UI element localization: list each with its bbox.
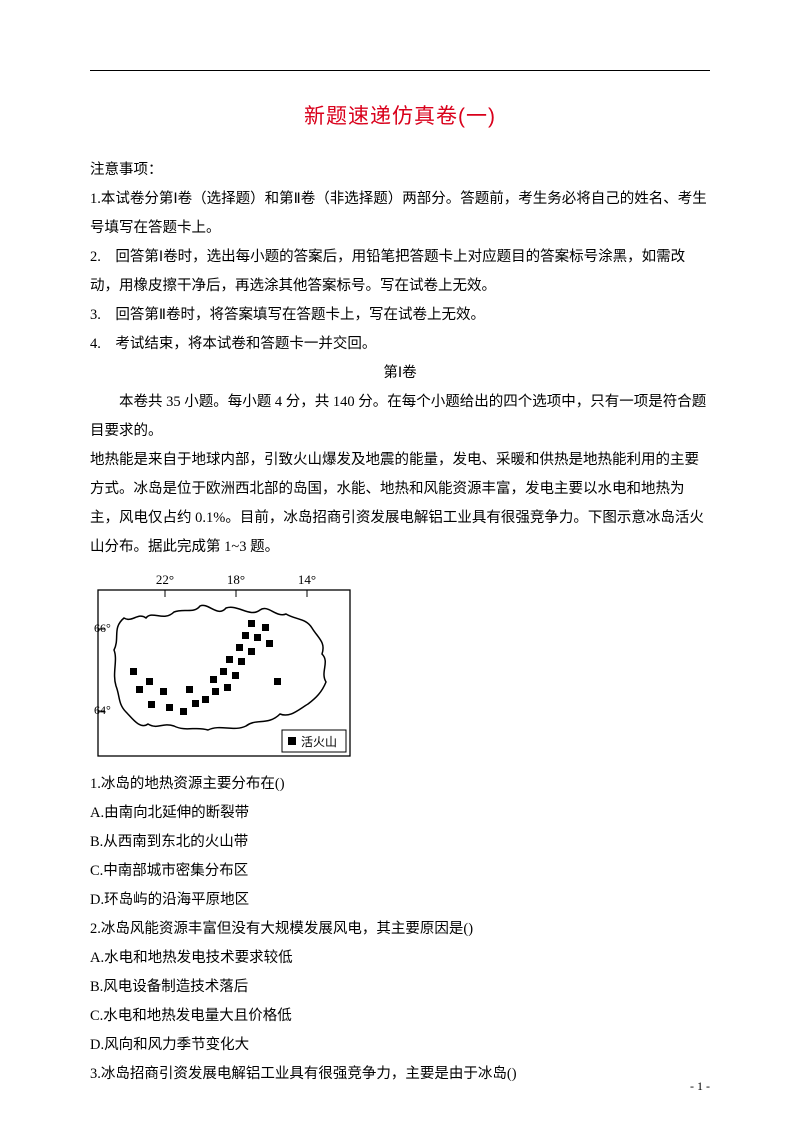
lon-label-22: 22° xyxy=(156,572,174,587)
map-legend: 活火山 xyxy=(282,730,346,752)
question-2-option-d: D.风向和风力季节变化大 xyxy=(90,1031,710,1060)
question-1-option-b: B.从西南到东北的火山带 xyxy=(90,828,710,857)
instruction-4: 4. 考试结束，将本试卷和答题卡一并交回。 xyxy=(90,330,710,359)
lat-label-66: 66° xyxy=(94,621,111,635)
question-3-stem: 3.冰岛招商引资发展电解铝工业具有很强竞争力，主要是由于冰岛() xyxy=(90,1060,710,1089)
question-1-option-a: A.由南向北延伸的断裂带 xyxy=(90,799,710,828)
question-2-stem: 2.冰岛风能资源丰富但没有大规模发展风电，其主要原因是() xyxy=(90,915,710,944)
passage-text: 地热能是来自于地球内部，引致火山爆发及地震的能量，发电、采暖和供热是地热能利用的… xyxy=(90,446,710,562)
top-rule xyxy=(90,70,710,71)
instruction-2: 2. 回答第Ⅰ卷时，选出每小题的答案后，用铅笔把答题卡上对应题目的答案标号涂黑，… xyxy=(90,243,710,301)
notice-header: 注意事项： xyxy=(90,156,710,185)
iceland-map-figure: 22° 18° 14° 66° 64° xyxy=(90,568,710,764)
iceland-map-svg: 22° 18° 14° 66° 64° xyxy=(90,568,358,764)
legend-label: 活火山 xyxy=(301,735,337,749)
instruction-1: 1.本试卷分第Ⅰ卷（选择题）和第Ⅱ卷（非选择题）两部分。答题前，考生务必将自己的… xyxy=(90,185,710,243)
question-2-option-b: B.风电设备制造技术落后 xyxy=(90,973,710,1002)
page: 新题速递仿真卷(一) 注意事项： 1.本试卷分第Ⅰ卷（选择题）和第Ⅱ卷（非选择题… xyxy=(0,0,800,1129)
doc-title: 新题速递仿真卷(一) xyxy=(90,96,710,138)
lon-label-14: 14° xyxy=(298,572,316,587)
section-1-desc: 本卷共 35 小题。每小题 4 分，共 140 分。在每个小题给出的四个选项中，… xyxy=(90,388,710,446)
question-2-option-a: A.水电和地热发电技术要求较低 xyxy=(90,944,710,973)
legend-square-icon xyxy=(288,737,296,745)
instruction-3: 3. 回答第Ⅱ卷时，将答案填写在答题卡上，写在试卷上无效。 xyxy=(90,301,710,330)
lon-label-18: 18° xyxy=(227,572,245,587)
question-2-option-c: C.水电和地热发电量大且价格低 xyxy=(90,1002,710,1031)
section-1-title: 第Ⅰ卷 xyxy=(90,359,710,388)
question-1-option-c: C.中南部城市密集分布区 xyxy=(90,857,710,886)
question-1-option-d: D.环岛屿的沿海平原地区 xyxy=(90,886,710,915)
question-1-stem: 1.冰岛的地热资源主要分布在() xyxy=(90,770,710,799)
page-number: - 1 - xyxy=(690,1079,710,1094)
lat-label-64: 64° xyxy=(94,703,111,717)
